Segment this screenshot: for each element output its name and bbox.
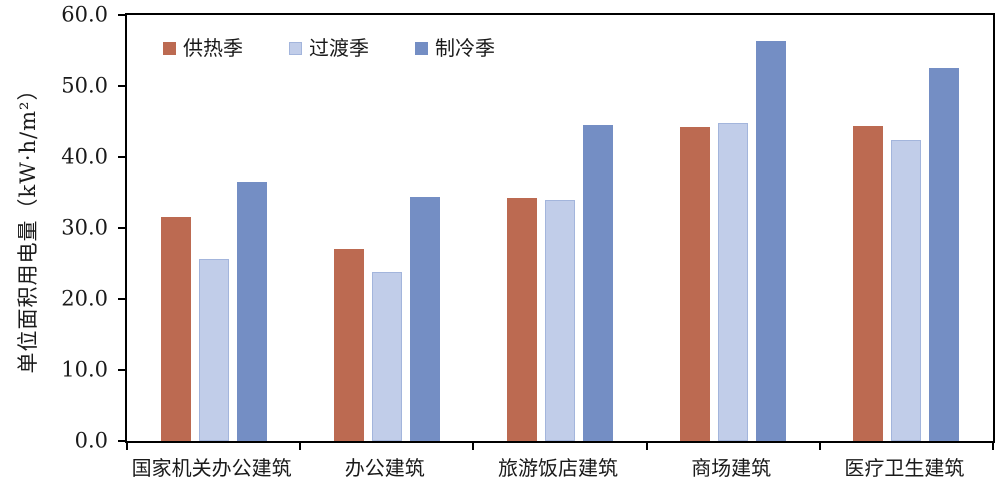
bar-过渡季-医疗卫生建筑 (891, 139, 922, 441)
y-tick-mark (118, 227, 125, 229)
bar-供热季-商场建筑 (680, 127, 711, 441)
legend-item-过渡季: 过渡季 (289, 38, 369, 58)
bar-制冷季-商场建筑 (756, 40, 787, 441)
x-tick-mark (126, 443, 128, 450)
legend-item-供热季: 供热季 (163, 38, 243, 58)
x-category-label: 办公建筑 (344, 456, 425, 480)
legend-label: 过渡季 (309, 36, 369, 60)
x-tick-mark (299, 443, 302, 450)
bar-过渡季-商场建筑 (718, 122, 749, 441)
plot-area (118, 13, 995, 450)
x-category-label: 国家机关办公建筑 (131, 456, 292, 480)
bar-供热季-办公建筑 (333, 248, 364, 441)
legend: 供热季 过渡季 制冷季 (163, 38, 495, 58)
x-tick-mark (472, 443, 475, 450)
x-category-label: 商场建筑 (691, 456, 772, 480)
y-tick-label: 40.0 (61, 144, 108, 169)
legend-swatch-icon (163, 41, 176, 55)
y-tick-mark (118, 440, 125, 442)
legend-swatch-icon (289, 41, 302, 55)
y-tick-label: 50.0 (61, 73, 108, 98)
y-tick-mark (118, 85, 125, 87)
y-tick-mark (118, 369, 125, 371)
y-tick-label: 10.0 (61, 357, 108, 382)
legend-swatch-icon (415, 41, 428, 55)
y-tick-mark (118, 156, 125, 158)
y-tick-mark (118, 14, 125, 16)
bar-过渡季-旅游饭店建筑 (545, 199, 575, 441)
bar-供热季-国家机关办公建筑 (160, 217, 191, 441)
bar-制冷季-旅游饭店建筑 (583, 125, 613, 441)
x-category-label: 医疗卫生建筑 (844, 456, 965, 480)
bar-制冷季-医疗卫生建筑 (929, 68, 960, 441)
bar-制冷季-国家机关办公建筑 (236, 181, 267, 441)
x-tick-mark (818, 443, 821, 450)
bar-过渡季-办公建筑 (371, 272, 402, 441)
x-category-label: 旅游饭店建筑 (497, 456, 618, 480)
bar-制冷季-办公建筑 (409, 197, 440, 441)
bar-过渡季-国家机关办公建筑 (198, 259, 229, 441)
y-tick-label: 30.0 (61, 215, 108, 240)
y-tick-label: 60.0 (61, 2, 108, 27)
legend-label: 供热季 (183, 36, 243, 60)
bar-供热季-医疗卫生建筑 (853, 125, 884, 441)
x-tick-mark (992, 443, 994, 450)
y-tick-label: 0.0 (74, 428, 108, 453)
y-tick-label: 20.0 (61, 286, 108, 311)
y-tick-mark (118, 298, 125, 300)
legend-label: 制冷季 (435, 36, 495, 60)
legend-item-制冷季: 制冷季 (415, 38, 495, 58)
x-tick-mark (645, 443, 648, 450)
bar-供热季-旅游饭店建筑 (507, 198, 537, 441)
